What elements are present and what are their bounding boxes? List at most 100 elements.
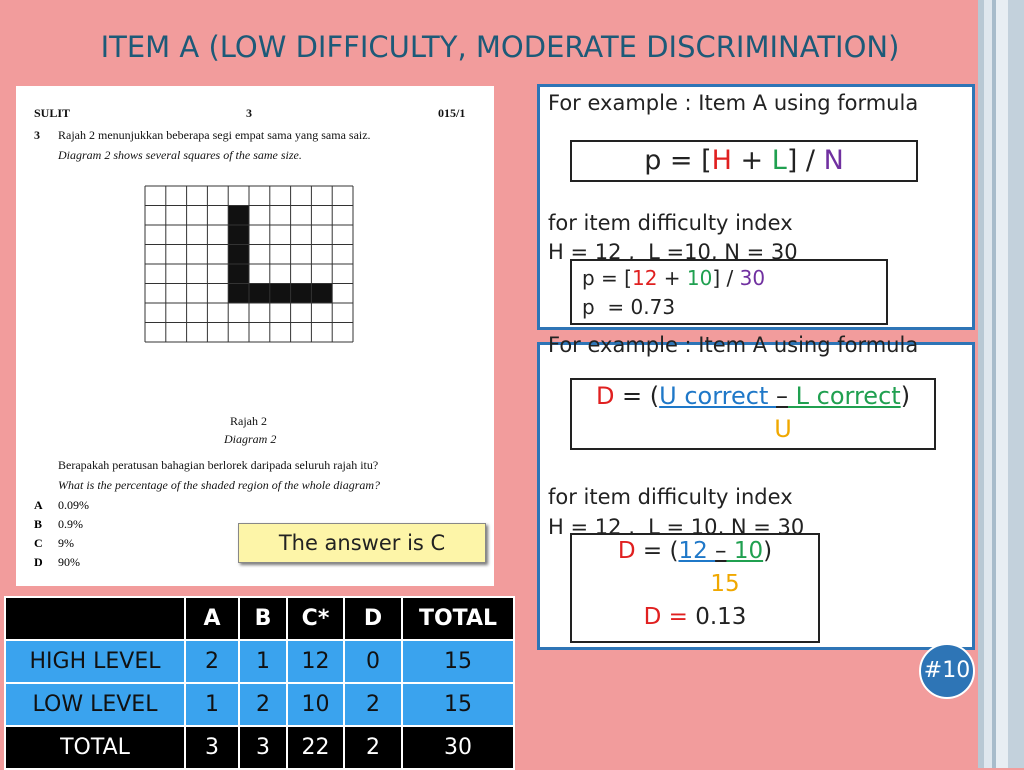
diagram-label: Diagram 2 — [224, 432, 277, 446]
exam-header: SULIT — [34, 106, 71, 120]
table-cell: 2 — [184, 639, 240, 684]
exam-image: SULIT 3 015/1 3 Rajah 2 menunjukkan bebe… — [16, 86, 494, 586]
option: D 90% — [34, 555, 89, 574]
calc-part: 10 — [686, 266, 713, 290]
table-cell: 1 — [184, 682, 240, 727]
question-text: What is the percentage of the shaded reg… — [58, 478, 381, 492]
table-row: LOW LEVEL 1 2 10 2 15 — [4, 682, 515, 727]
square-grid — [144, 185, 354, 343]
calc-part: – — [715, 538, 727, 564]
formula-part: ) — [900, 382, 911, 410]
table-cell: 10 — [286, 682, 345, 727]
caption: for item difficulty index — [548, 485, 793, 509]
header-row: A B C* D TOTAL — [4, 596, 515, 641]
result: D = 0.13 — [572, 601, 818, 634]
header-cell: A — [184, 596, 240, 641]
denominator: 15 — [710, 571, 740, 597]
table-cell: 22 — [286, 725, 345, 770]
table-cell: 15 — [401, 682, 515, 727]
option-text: 0.09% — [58, 498, 89, 512]
table-cell: 3 — [184, 725, 240, 770]
option-letter: D — [34, 555, 43, 569]
option: A 0.09% — [34, 498, 89, 517]
score-table: A B C* D TOTAL HIGH LEVEL 2 1 12 0 15 LOW LEVE… — [4, 596, 515, 770]
question-text: Berapakah peratusan bahagian berlorek da… — [58, 458, 379, 472]
calc-part: ) — [763, 538, 773, 564]
option-text: 90% — [58, 555, 80, 569]
row-label: TOTAL — [4, 725, 186, 770]
calc-part: D — [617, 538, 636, 564]
formula-part: D — [595, 382, 615, 410]
calc-part: p = [ — [582, 266, 632, 290]
formula-part: + — [731, 145, 772, 176]
option-text: 9% — [58, 536, 74, 550]
question-text: Rajah 2 menunjukkan beberapa segi empat … — [58, 128, 371, 142]
table-cell: 2 — [343, 682, 403, 727]
formula-box: D = (U correct – L correct) U — [570, 378, 936, 450]
result-part: D = — [643, 604, 696, 630]
table-cell: 1 — [238, 639, 288, 684]
calc-part: 30 — [739, 266, 766, 290]
formula-part: L correct — [788, 382, 901, 410]
calc-part: 10 — [726, 538, 764, 564]
options: A 0.09% B 0.9% C 9% D 90% — [34, 498, 113, 574]
table-cell: 0 — [343, 639, 403, 684]
question-text: Diagram 2 shows several squares of the s… — [58, 148, 302, 162]
row-label: HIGH LEVEL — [4, 639, 186, 684]
table-cell: 3 — [238, 725, 288, 770]
table-row: TOTAL 3 3 22 2 30 — [4, 725, 515, 770]
option: B 0.9% — [34, 517, 89, 536]
table-cell: 2 — [238, 682, 288, 727]
exam-header: 015/1 — [438, 106, 466, 120]
formula-part: p = [ — [644, 145, 712, 176]
formula-box: p = [H + L] / N — [570, 140, 918, 182]
option-letter: C — [34, 536, 43, 550]
discrimination-panel: For example : Item A using formula D = (… — [537, 333, 975, 650]
denominator: U — [774, 415, 792, 443]
option: C 9% — [34, 536, 89, 555]
calc-line: D = (12 – 10) — [572, 535, 818, 568]
caption: for item difficulty index — [548, 211, 793, 235]
row-label: LOW LEVEL — [4, 682, 186, 727]
result: p = 0.73 — [582, 295, 676, 319]
formula-part: ] / — [786, 145, 824, 176]
slide-title: ITEM A (LOW DIFFICULTY, MODERATE DISCRIM… — [100, 30, 900, 64]
intro-text: For example : Item A using formula — [548, 91, 919, 115]
calc-part: + — [657, 266, 687, 290]
formula-part: L — [771, 145, 787, 176]
calc-line: p = [12 + 10] / 30 — [582, 264, 876, 293]
header-cell: D — [343, 596, 403, 641]
header-cell: TOTAL — [401, 596, 515, 641]
side-stripes — [978, 0, 1024, 768]
option-text: 0.9% — [58, 517, 83, 531]
calc-part: 12 — [631, 266, 658, 290]
option-letter: B — [34, 517, 43, 531]
answer-note: The answer is C — [238, 523, 486, 563]
table-cell: 2 — [343, 725, 403, 770]
exam-header: 3 — [246, 106, 252, 120]
formula-line: D = (U correct – L correct) — [572, 380, 934, 413]
header-cell: C* — [286, 596, 345, 641]
shaded-region — [228, 205, 333, 303]
diagram-label: Rajah 2 — [230, 414, 267, 428]
intro-text: For example : Item A using formula — [548, 333, 919, 357]
option-letter: A — [34, 498, 43, 512]
formula-part: = ( — [614, 382, 660, 410]
formula-part: N — [823, 145, 844, 176]
table-row: HIGH LEVEL 2 1 12 0 15 — [4, 639, 515, 684]
slide-number: #10 — [919, 643, 975, 699]
result-part: 0.13 — [695, 604, 747, 630]
calc-part: = ( — [635, 538, 679, 564]
table-cell: 15 — [401, 639, 515, 684]
question-number: 3 — [34, 128, 40, 142]
header-cell — [4, 596, 186, 641]
table-cell: 30 — [401, 725, 515, 770]
calc-part: ] / — [712, 266, 740, 290]
formula-part: H — [711, 145, 732, 176]
calc-box: p = [12 + 10] / 30 p = 0.73 — [570, 259, 888, 325]
formula-part: – — [776, 382, 789, 410]
header-cell: B — [238, 596, 288, 641]
difficulty-panel: For example : Item A using formula p = [… — [537, 84, 975, 330]
calc-part: 12 — [678, 538, 716, 564]
formula-part: U correct — [659, 382, 777, 410]
